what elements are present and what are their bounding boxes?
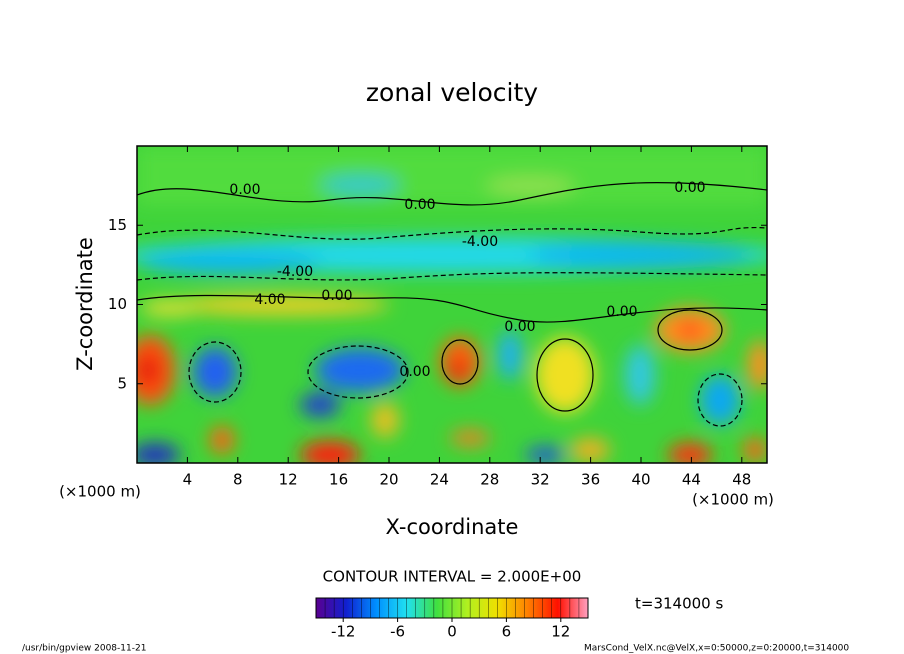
x-tick-label: 24: [430, 471, 449, 489]
contour-label: 4.00: [254, 292, 285, 308]
x-tick-label: 8: [233, 471, 243, 489]
y-axis-label: Z-coordinate: [73, 237, 97, 371]
contour-label: 0.00: [404, 197, 435, 213]
contour-interval: CONTOUR INTERVAL = 2.000E+00: [323, 568, 582, 586]
x-unit: (×1000 m): [59, 483, 141, 501]
y-tick-label: 5: [117, 374, 127, 392]
x-tick-label: 4: [183, 471, 193, 489]
x-tick-label: 12: [279, 471, 298, 489]
contour-label: -4.00: [462, 234, 498, 250]
contour-label: -4.00: [277, 264, 313, 280]
colorbar-tick-label: -6: [390, 623, 405, 641]
contour-label: 0.00: [399, 364, 430, 380]
contour-label: 0.00: [606, 304, 637, 320]
contour-label: 0.00: [674, 180, 705, 196]
y-tick-label: 10: [108, 295, 127, 313]
field: [137, 146, 767, 463]
x-tick-label: 28: [480, 471, 499, 489]
contour-label: 0.00: [321, 288, 352, 304]
colorbar-tick-label: 0: [447, 623, 457, 641]
x-tick-label: 40: [631, 471, 650, 489]
x-unit: (×1000 m): [692, 491, 774, 509]
colorbar-tick-label: 12: [551, 623, 570, 641]
x-tick-label: 36: [581, 471, 600, 489]
x-tick-label: 20: [379, 471, 398, 489]
x-axis-label: X-coordinate: [386, 515, 519, 539]
y-tick-label: 15: [108, 216, 127, 234]
time-label: t=314000 s: [635, 595, 723, 613]
x-tick-label: 16: [329, 471, 348, 489]
x-tick-label: 44: [682, 471, 701, 489]
footer-left: /usr/bin/gpview 2008-11-21: [22, 644, 146, 654]
colorbar-tick-label: 6: [502, 623, 512, 641]
x-tick-label: 32: [531, 471, 550, 489]
footer-right: MarsCond_VelX.nc@VelX,x=0:50000,z=0:2000…: [584, 644, 849, 654]
x-tick-label: 48: [732, 471, 751, 489]
contour-label: 0.00: [229, 182, 260, 198]
colorbar-tick-label: -12: [331, 623, 356, 641]
chart-title: zonal velocity: [366, 78, 538, 107]
contour-label: 0.00: [504, 319, 535, 335]
